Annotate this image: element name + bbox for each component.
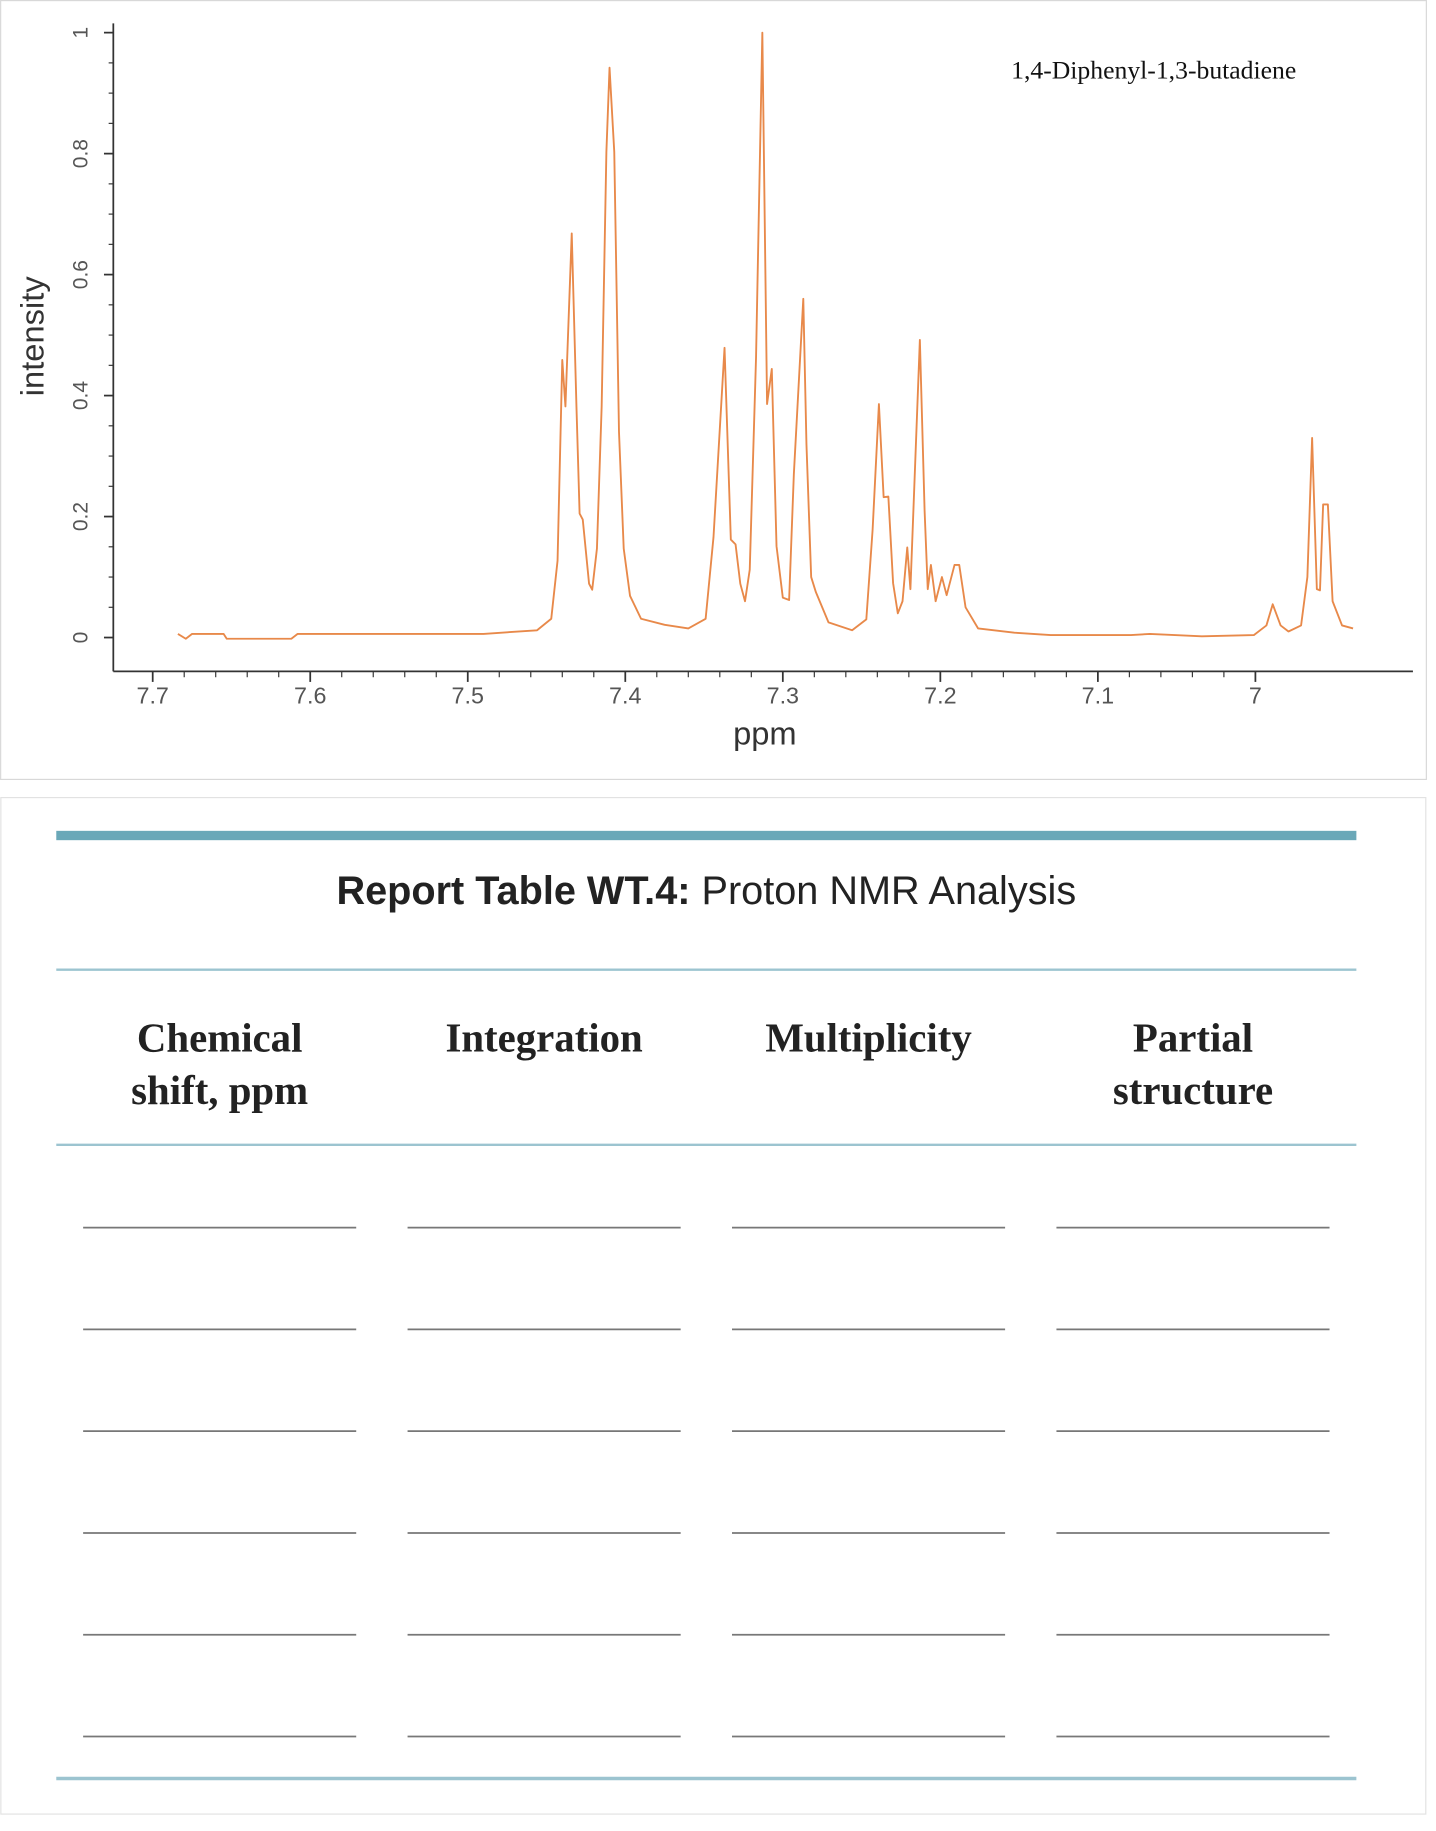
- x-tick-label: 7.4: [609, 682, 641, 708]
- title-rest: Proton NMR Analysis: [702, 869, 1077, 913]
- x-tick-label: 7.3: [767, 682, 799, 708]
- worksheet: Report Table WT.4: Proton NMR Analysis C…: [0, 797, 1427, 1815]
- table-title: Report Table WT.4: Proton NMR Analysis: [336, 869, 1076, 913]
- annotation: 1,4-Diphenyl-1,3-butadiene: [1011, 55, 1296, 84]
- y-tick-label: 0: [69, 632, 92, 644]
- y-tick-label: 0.8: [69, 139, 92, 168]
- title-bold: Report Table WT.4:: [336, 869, 690, 913]
- y-tick-label: 0.2: [69, 502, 92, 531]
- column-header: Integration: [445, 1015, 643, 1060]
- x-tick-label: 7: [1249, 682, 1262, 708]
- y-tick-label: 1: [69, 27, 92, 39]
- x-tick-label: 7.5: [452, 682, 484, 708]
- top-rule: [56, 830, 1357, 841]
- y-tick-label: 0.6: [69, 260, 92, 289]
- column-header: structure: [1113, 1068, 1273, 1113]
- worksheet-frame: [0, 797, 1427, 1815]
- x-tick-label: 7.6: [294, 682, 326, 708]
- spectrum-line: [177, 31, 1354, 640]
- chart: 1,4-Diphenyl-1,3-butadiene ppm intensity…: [0, 0, 1427, 780]
- column-header: shift, ppm: [131, 1068, 308, 1113]
- column-header: Chemical: [137, 1015, 303, 1060]
- x-tick-label: 7.1: [1082, 682, 1114, 708]
- column-header: Multiplicity: [765, 1015, 972, 1060]
- chart-frame: [0, 0, 1427, 780]
- column-header: Partial: [1133, 1015, 1253, 1060]
- x-tick-label: 7.7: [136, 682, 168, 708]
- x-tick-label: 7.2: [924, 682, 956, 708]
- y-axis-label: intensity: [14, 276, 51, 397]
- y-tick-label: 0.4: [69, 381, 92, 411]
- x-axis-label: ppm: [733, 714, 797, 751]
